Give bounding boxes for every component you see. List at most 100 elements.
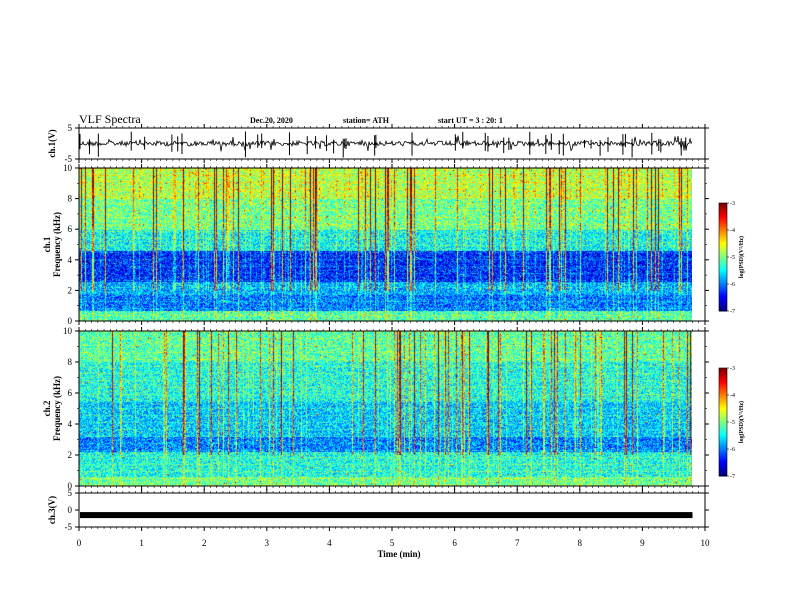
ch2-colorbar: -3 -4 -5 -6 -7 log(PSD)(V²/Hz) [718, 366, 745, 480]
x-tick-label: 0 [77, 538, 82, 548]
colorbar-swatch [719, 246, 727, 249]
y-tick-label: 8 [68, 357, 73, 367]
y-tick-label: 10 [63, 163, 73, 173]
colorbar-swatch [719, 222, 727, 226]
colorbar-swatch [719, 257, 727, 260]
colorbar-swatch [719, 414, 727, 418]
header-date: Dec.20, 2020 [250, 116, 293, 125]
colorbar-tick-label: -3 [730, 366, 735, 372]
colorbar-label: log(PSD)(V²/Hz) [738, 401, 745, 443]
colorbar-swatch [719, 396, 727, 400]
colorbar-swatch [719, 208, 727, 211]
spectrogram-heatmap [79, 331, 692, 486]
colorbar-swatch [719, 436, 727, 439]
colorbar-swatch [719, 302, 727, 305]
colorbar-swatch [719, 459, 727, 463]
colorbar-swatch [719, 472, 727, 475]
y-tick-label: 2 [68, 450, 73, 460]
y-axis-label: ch.3(V) [47, 496, 57, 524]
colorbar-swatch [719, 432, 727, 436]
colorbar-swatch [719, 416, 727, 419]
header-start-time: start UT = 3 : 20: 1 [438, 116, 503, 125]
colorbar-tick-label: -7 [730, 309, 735, 315]
colorbar-swatch [719, 309, 727, 312]
colorbar-tick-label: -4 [730, 228, 735, 234]
panel-frame [78, 127, 706, 160]
colorbar-swatch [719, 206, 727, 209]
colorbar-swatch [719, 300, 727, 303]
colorbar-swatch [719, 418, 727, 421]
colorbar-swatch [719, 427, 727, 430]
colorbar-swatch [719, 210, 727, 213]
colorbar-swatch [719, 212, 727, 215]
y-tick-label: 0 [68, 505, 73, 515]
colorbar-swatch [719, 228, 727, 231]
colorbar-swatch [719, 470, 727, 473]
colorbar-swatch [719, 275, 727, 278]
figure-title: VLF Spectra [79, 112, 141, 126]
colorbar-swatch [719, 391, 727, 394]
colorbar-swatch [719, 384, 727, 387]
y-tick-label: -5 [65, 154, 73, 164]
y-tick-label: 0 [68, 316, 73, 326]
colorbar-swatch [719, 282, 727, 285]
colorbar-swatch [719, 285, 727, 289]
x-tick-label: 7 [515, 538, 520, 548]
colorbar-swatch [719, 452, 727, 455]
y-tick-label: 2 [68, 285, 73, 295]
colorbar-swatch [719, 389, 727, 392]
colorbar-tick-label: -4 [730, 393, 735, 399]
x-tick-label: 9 [640, 538, 645, 548]
x-tick-label: 8 [578, 538, 583, 548]
colorbar-label: log(PSD)(V²/Hz) [738, 236, 745, 278]
y-tick-label: 8 [68, 194, 73, 204]
colorbar-swatch [719, 422, 727, 425]
y-tick-label: 6 [68, 224, 73, 234]
colorbar-swatch [719, 266, 727, 269]
colorbar-swatch [719, 441, 727, 445]
colorbar-swatch [719, 402, 727, 405]
y-tick-label: 10 [63, 326, 73, 336]
colorbar-swatch [719, 405, 727, 409]
colorbar-swatch [719, 429, 727, 432]
colorbar-swatch [719, 303, 727, 307]
colorbar-swatch [719, 369, 727, 373]
colorbar-swatch [719, 380, 727, 383]
panel-frame [78, 330, 706, 487]
colorbar-swatch [719, 284, 727, 287]
colorbar-swatch [719, 468, 727, 472]
colorbar-swatch [719, 219, 727, 222]
ch1-colorbar: -3 -4 -5 -6 -7 log(PSD)(V²/Hz) [718, 201, 745, 315]
colorbar-tick-label: -5 [730, 420, 735, 426]
colorbar-swatch [719, 258, 727, 262]
colorbar-swatch [719, 386, 727, 389]
colorbar-swatch [719, 249, 727, 253]
colorbar-swatch [719, 420, 727, 423]
time-axis: 0 1 2 3 4 5 6 7 8 9 10 [77, 538, 710, 548]
colorbar-swatch [719, 298, 727, 301]
colorbar-swatch [719, 456, 727, 459]
colorbar-swatch [719, 413, 727, 416]
colorbar-swatch [719, 294, 727, 298]
colorbar-swatch [719, 393, 727, 396]
colorbar-swatch [719, 474, 727, 477]
colorbar-swatch [719, 251, 727, 254]
colorbar-swatch [719, 450, 727, 454]
colorbar-swatch [719, 307, 727, 310]
colorbar-swatch [719, 449, 727, 452]
colorbar-tick-label: -6 [730, 447, 735, 453]
colorbar-swatch [719, 425, 727, 428]
colorbar-swatch [719, 438, 727, 441]
panel-frame [78, 492, 706, 528]
colorbar-swatch [719, 204, 727, 208]
x-tick-label: 3 [265, 538, 270, 548]
colorbar-swatch [719, 239, 727, 242]
colorbar-swatch [719, 371, 727, 374]
header-station: station= ATH [343, 116, 390, 125]
y-axis-label: ch.1(V) [47, 129, 57, 157]
y-tick-label: 6 [68, 388, 73, 398]
colorbar-swatch [719, 373, 727, 376]
y-tick-label: -5 [65, 522, 73, 532]
panel-frame [78, 167, 706, 322]
colorbar-swatch [719, 445, 727, 448]
